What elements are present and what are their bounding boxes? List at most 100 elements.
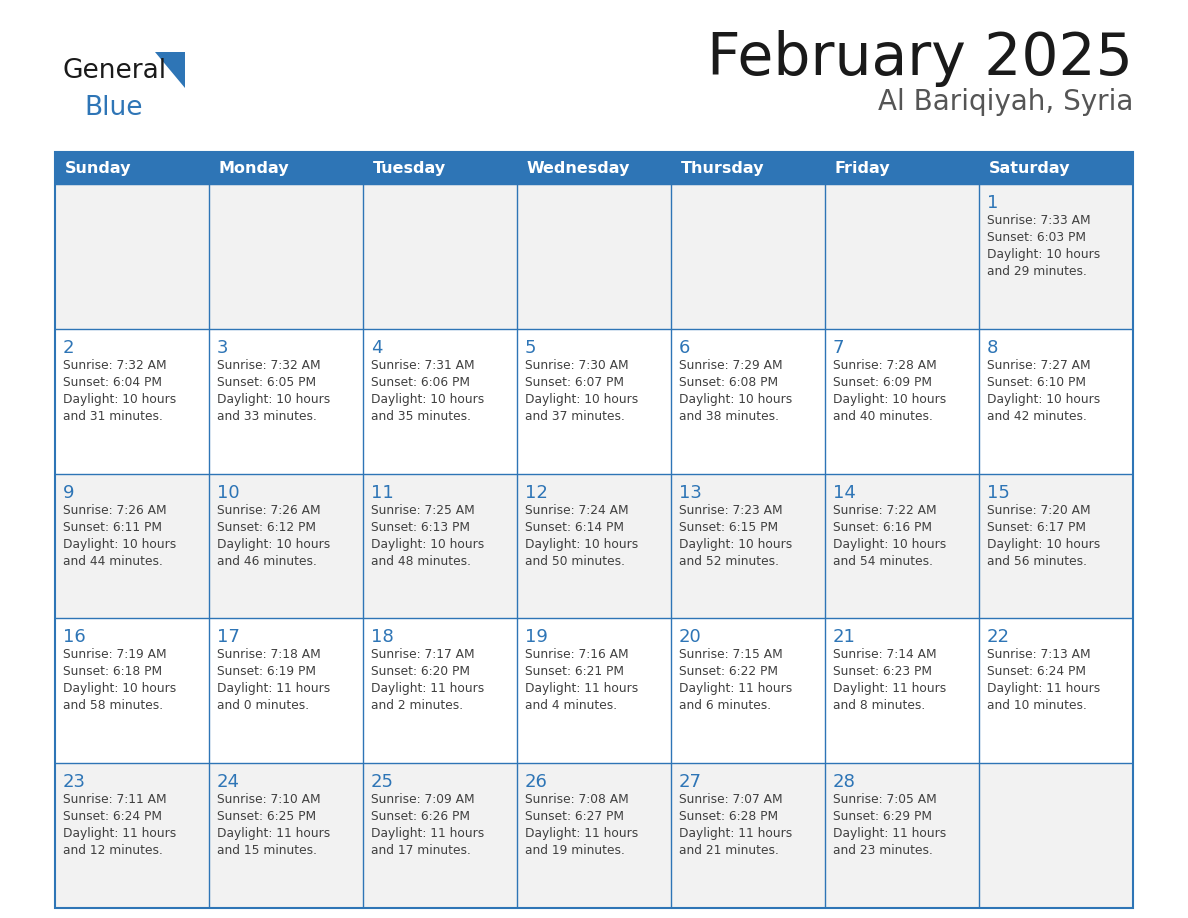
Text: Sunset: 6:23 PM: Sunset: 6:23 PM	[833, 666, 933, 678]
Text: Sunset: 6:08 PM: Sunset: 6:08 PM	[680, 375, 778, 389]
Text: 7: 7	[833, 339, 845, 357]
Bar	[55, 474, 209, 619]
Text: Sunset: 6:13 PM: Sunset: 6:13 PM	[371, 521, 470, 533]
Text: General: General	[62, 58, 166, 84]
Text: and 50 minutes.: and 50 minutes.	[525, 554, 625, 567]
Text: Sunset: 6:05 PM: Sunset: 6:05 PM	[217, 375, 316, 389]
Text: Thursday: Thursday	[681, 161, 765, 175]
Bar	[671, 184, 824, 329]
Text: Daylight: 10 hours: Daylight: 10 hours	[833, 393, 947, 406]
Text: 5: 5	[525, 339, 537, 357]
Text: Daylight: 10 hours: Daylight: 10 hours	[371, 393, 485, 406]
Bar	[55, 763, 209, 908]
Bar	[55, 329, 209, 474]
Text: Sunrise: 7:15 AM: Sunrise: 7:15 AM	[680, 648, 783, 661]
Bar	[517, 619, 671, 763]
Text: 20: 20	[680, 629, 702, 646]
Bar	[671, 474, 824, 619]
Text: Daylight: 10 hours: Daylight: 10 hours	[217, 538, 330, 551]
Bar	[979, 619, 1133, 763]
Text: Daylight: 11 hours: Daylight: 11 hours	[525, 827, 638, 840]
Text: and 52 minutes.: and 52 minutes.	[680, 554, 779, 567]
Text: Sunrise: 7:11 AM: Sunrise: 7:11 AM	[63, 793, 166, 806]
Text: Daylight: 11 hours: Daylight: 11 hours	[63, 827, 176, 840]
Text: Sunset: 6:14 PM: Sunset: 6:14 PM	[525, 521, 624, 533]
Text: Sunrise: 7:17 AM: Sunrise: 7:17 AM	[371, 648, 475, 661]
Text: Daylight: 10 hours: Daylight: 10 hours	[371, 538, 485, 551]
Bar	[671, 329, 824, 474]
Text: Sunrise: 7:27 AM: Sunrise: 7:27 AM	[987, 359, 1091, 372]
Text: Sunrise: 7:23 AM: Sunrise: 7:23 AM	[680, 504, 783, 517]
Bar	[55, 619, 209, 763]
Text: Sunrise: 7:31 AM: Sunrise: 7:31 AM	[371, 359, 475, 372]
Text: Sunrise: 7:20 AM: Sunrise: 7:20 AM	[987, 504, 1091, 517]
Text: Sunrise: 7:24 AM: Sunrise: 7:24 AM	[525, 504, 628, 517]
Bar	[824, 152, 979, 184]
Text: 3: 3	[217, 339, 228, 357]
Text: Daylight: 10 hours: Daylight: 10 hours	[63, 538, 176, 551]
Text: Sunset: 6:17 PM: Sunset: 6:17 PM	[987, 521, 1086, 533]
Text: and 4 minutes.: and 4 minutes.	[525, 700, 617, 712]
Text: and 10 minutes.: and 10 minutes.	[987, 700, 1087, 712]
Bar	[517, 152, 671, 184]
Bar	[55, 184, 209, 329]
Text: 25: 25	[371, 773, 394, 791]
Text: Sunset: 6:09 PM: Sunset: 6:09 PM	[833, 375, 933, 389]
Text: Daylight: 11 hours: Daylight: 11 hours	[217, 682, 330, 696]
Text: Sunset: 6:16 PM: Sunset: 6:16 PM	[833, 521, 933, 533]
Text: Sunset: 6:24 PM: Sunset: 6:24 PM	[63, 811, 162, 823]
Text: Daylight: 11 hours: Daylight: 11 hours	[680, 827, 792, 840]
Text: Sunrise: 7:09 AM: Sunrise: 7:09 AM	[371, 793, 475, 806]
Text: Sunrise: 7:13 AM: Sunrise: 7:13 AM	[987, 648, 1091, 661]
Text: Sunrise: 7:28 AM: Sunrise: 7:28 AM	[833, 359, 937, 372]
Text: Daylight: 11 hours: Daylight: 11 hours	[987, 682, 1100, 696]
Text: 21: 21	[833, 629, 855, 646]
Text: and 6 minutes.: and 6 minutes.	[680, 700, 771, 712]
Text: and 29 minutes.: and 29 minutes.	[987, 265, 1087, 278]
Bar	[364, 763, 517, 908]
Text: and 0 minutes.: and 0 minutes.	[217, 700, 309, 712]
Text: and 23 minutes.: and 23 minutes.	[833, 845, 933, 857]
Text: Daylight: 10 hours: Daylight: 10 hours	[525, 538, 638, 551]
Bar	[517, 184, 671, 329]
Text: 26: 26	[525, 773, 548, 791]
Text: February 2025: February 2025	[707, 30, 1133, 87]
Text: 9: 9	[63, 484, 75, 501]
Text: Sunrise: 7:25 AM: Sunrise: 7:25 AM	[371, 504, 475, 517]
Text: and 33 minutes.: and 33 minutes.	[217, 409, 317, 423]
Text: Daylight: 10 hours: Daylight: 10 hours	[680, 393, 792, 406]
Text: 14: 14	[833, 484, 855, 501]
Text: Daylight: 10 hours: Daylight: 10 hours	[217, 393, 330, 406]
Bar	[979, 474, 1133, 619]
Polygon shape	[154, 52, 185, 88]
Text: Sunset: 6:24 PM: Sunset: 6:24 PM	[987, 666, 1086, 678]
Text: and 48 minutes.: and 48 minutes.	[371, 554, 470, 567]
Text: 22: 22	[987, 629, 1010, 646]
Bar	[671, 619, 824, 763]
Bar	[55, 152, 1133, 908]
Text: Daylight: 11 hours: Daylight: 11 hours	[525, 682, 638, 696]
Text: Blue: Blue	[84, 95, 143, 121]
Bar	[364, 329, 517, 474]
Text: 28: 28	[833, 773, 855, 791]
Text: 8: 8	[987, 339, 998, 357]
Text: Daylight: 10 hours: Daylight: 10 hours	[525, 393, 638, 406]
Text: Wednesday: Wednesday	[527, 161, 631, 175]
Text: Sunrise: 7:05 AM: Sunrise: 7:05 AM	[833, 793, 937, 806]
Text: Daylight: 11 hours: Daylight: 11 hours	[680, 682, 792, 696]
Text: and 12 minutes.: and 12 minutes.	[63, 845, 163, 857]
Text: and 19 minutes.: and 19 minutes.	[525, 845, 625, 857]
Text: Sunset: 6:18 PM: Sunset: 6:18 PM	[63, 666, 162, 678]
Text: Sunset: 6:19 PM: Sunset: 6:19 PM	[217, 666, 316, 678]
Text: Sunset: 6:12 PM: Sunset: 6:12 PM	[217, 521, 316, 533]
Text: and 31 minutes.: and 31 minutes.	[63, 409, 163, 423]
Text: 13: 13	[680, 484, 702, 501]
Text: Daylight: 10 hours: Daylight: 10 hours	[63, 393, 176, 406]
Text: 10: 10	[217, 484, 240, 501]
Text: Sunrise: 7:26 AM: Sunrise: 7:26 AM	[63, 504, 166, 517]
Text: Sunset: 6:25 PM: Sunset: 6:25 PM	[217, 811, 316, 823]
Text: Sunset: 6:15 PM: Sunset: 6:15 PM	[680, 521, 778, 533]
Text: 17: 17	[217, 629, 240, 646]
Text: Sunset: 6:29 PM: Sunset: 6:29 PM	[833, 811, 933, 823]
Text: Sunrise: 7:08 AM: Sunrise: 7:08 AM	[525, 793, 628, 806]
